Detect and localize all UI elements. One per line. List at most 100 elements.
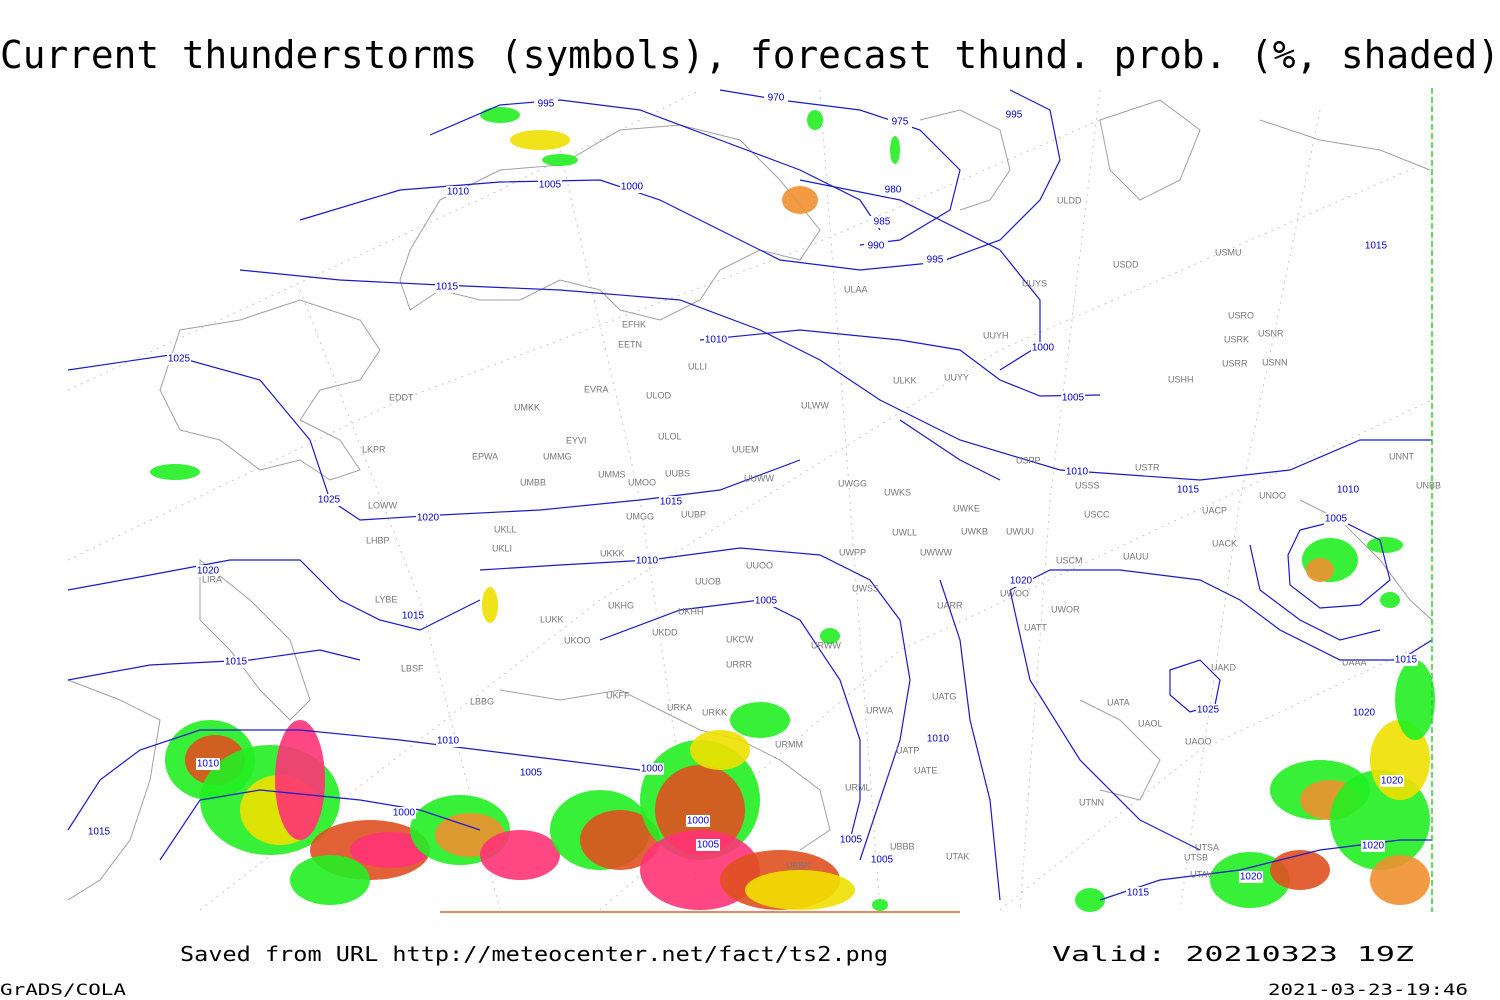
isobar-label: 1015 [225, 657, 248, 668]
station-label: URWA [866, 705, 893, 715]
probability-area [290, 855, 370, 905]
station-label: UUBS [665, 468, 690, 478]
station-label: UUWW [744, 473, 774, 483]
isobar-label: 1000 [641, 764, 664, 775]
isobar-label-bg [317, 494, 341, 506]
station-label: UATG [932, 691, 956, 701]
station-label: UTAK [946, 851, 969, 861]
isobar-label-bg [416, 512, 440, 524]
isobar-label-bg [1002, 109, 1026, 121]
station-labels: EFHK EETN EVRA ULOD EDDT UMKK EYVI ULOL UUEM EPWA… [202, 195, 1441, 879]
isobar-label: 1010 [636, 556, 659, 567]
isobar-label-bg [1239, 871, 1263, 883]
station-label: USSS [1075, 480, 1100, 490]
isobar-label: 995 [538, 99, 555, 110]
probability-area [1270, 850, 1330, 890]
station-label: ULAA [844, 284, 868, 294]
station-label: UAAA [1342, 657, 1367, 667]
isobar-label: 1015 [1395, 655, 1418, 666]
isobar-label-bg [1394, 654, 1418, 666]
probability-area [745, 870, 855, 910]
station-label: UMBB [520, 477, 546, 487]
station-label: USCC [1084, 509, 1110, 519]
station-label: UMGG [626, 511, 654, 521]
station-label: ULOD [646, 390, 672, 400]
timestamp: 2021-03-23-19:46 [1268, 980, 1468, 999]
probability-area [820, 628, 840, 644]
station-label: UWPP [839, 547, 866, 557]
station-label: EDDT [389, 392, 414, 402]
isobar-label: 1005 [840, 835, 863, 846]
station-label: UTSB [1184, 852, 1208, 862]
station-label: UKDD [652, 627, 678, 637]
isobar-label-bg [923, 254, 947, 266]
station-label: UAOO [1185, 736, 1212, 746]
station-label: UWGG [838, 478, 867, 488]
software-credit: GrADS/COLA [0, 980, 126, 999]
station-label: UAUU [1123, 551, 1149, 561]
isobar-label: 1010 [447, 187, 470, 198]
isobar-label-bg [538, 179, 562, 191]
station-label: UWKE [953, 503, 980, 513]
isobar-label: 1010 [927, 734, 950, 745]
isobar-label-bg [167, 353, 191, 365]
isobar-label: 1015 [88, 827, 111, 838]
station-label: UWKB [961, 526, 988, 536]
probability-area [480, 830, 560, 880]
isobar-label-bg [1009, 575, 1033, 587]
probability-area [542, 154, 578, 166]
isobar-label-bg [1324, 513, 1348, 525]
isobar-label: 1010 [1337, 485, 1360, 496]
station-label: ULKK [893, 375, 917, 385]
isobar-label-bg [196, 565, 220, 577]
isobar-label: 1010 [197, 759, 220, 770]
isobar-label-bg [435, 281, 459, 293]
station-label: LIRA [202, 574, 222, 584]
station-label: USRR [1222, 358, 1248, 368]
isobar-label-bg [1196, 704, 1220, 716]
station-label: UWSS [852, 583, 879, 593]
isobar-label: 995 [927, 255, 944, 266]
station-label: USNR [1258, 328, 1284, 338]
isobar-label-bg [635, 555, 659, 567]
probability-area [655, 765, 745, 855]
isobar-label: 990 [868, 241, 885, 252]
station-label: USDD [1113, 259, 1139, 269]
isobar-label: 1015 [1177, 485, 1200, 496]
valid-time: Valid: 20210323 19Z [1052, 942, 1414, 966]
station-label: USHH [1168, 374, 1194, 384]
probability-area [275, 720, 325, 840]
isobar-label: 1005 [520, 768, 543, 779]
probability-area [1306, 558, 1334, 582]
graticule [67, 89, 1433, 911]
isobar-label-bg [888, 116, 912, 128]
station-label: UATP [896, 745, 919, 755]
isobar-label: 1015 [1365, 241, 1388, 252]
isobar-label: 1005 [697, 840, 720, 851]
station-label: UTAV [1190, 869, 1213, 879]
station-label: LYBE [375, 594, 397, 604]
source-note: Saved from URL http://meteocenter.net/fa… [180, 942, 888, 966]
isobar-label: 1015 [660, 497, 683, 508]
isobar-label: 1005 [1325, 514, 1348, 525]
isobar-label-bg [87, 826, 111, 838]
isobar-label-bg [1031, 342, 1055, 354]
station-label: UNOO [1259, 490, 1286, 500]
station-label: URWW [811, 640, 841, 650]
isobar-label: 1015 [1127, 888, 1150, 899]
probability-area [1367, 537, 1403, 553]
station-label: UWOR [1051, 604, 1080, 614]
probability-area [782, 186, 818, 214]
isobar-label-bg [1352, 707, 1376, 719]
station-label: UKOO [564, 635, 591, 645]
isobar-label: 1025 [168, 354, 191, 365]
station-label: USMU [1215, 247, 1242, 257]
title: Current thunderstorms (symbols), forecas… [0, 33, 1500, 77]
station-label: LUKK [540, 614, 564, 624]
station-label: UUOB [695, 576, 721, 586]
station-label: UKHH [678, 606, 704, 616]
isobar-label-bg [640, 763, 664, 775]
isobar-label-bg [1361, 840, 1385, 852]
station-label: UUOO [746, 560, 773, 570]
